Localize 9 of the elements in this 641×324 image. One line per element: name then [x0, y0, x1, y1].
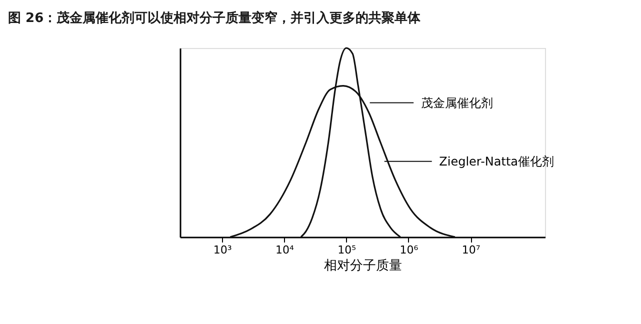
- x-tick-label: 10⁴: [276, 244, 294, 256]
- x-axis-title: 相对分子质量: [324, 258, 402, 274]
- legend-label: Ziegler-Natta催化剂: [439, 154, 554, 168]
- x-tick-label: 10⁷: [462, 244, 480, 256]
- chart-title: 图 26：茂金属催化剂可以使相对分子质量变窄，并引入更多的共聚单体: [8, 10, 422, 26]
- x-tick-label: 10⁵: [338, 244, 356, 256]
- x-tick-label: 10³: [213, 244, 232, 256]
- x-tick-label: 10⁶: [400, 244, 419, 256]
- legend-label: 茂金属催化剂: [420, 96, 493, 110]
